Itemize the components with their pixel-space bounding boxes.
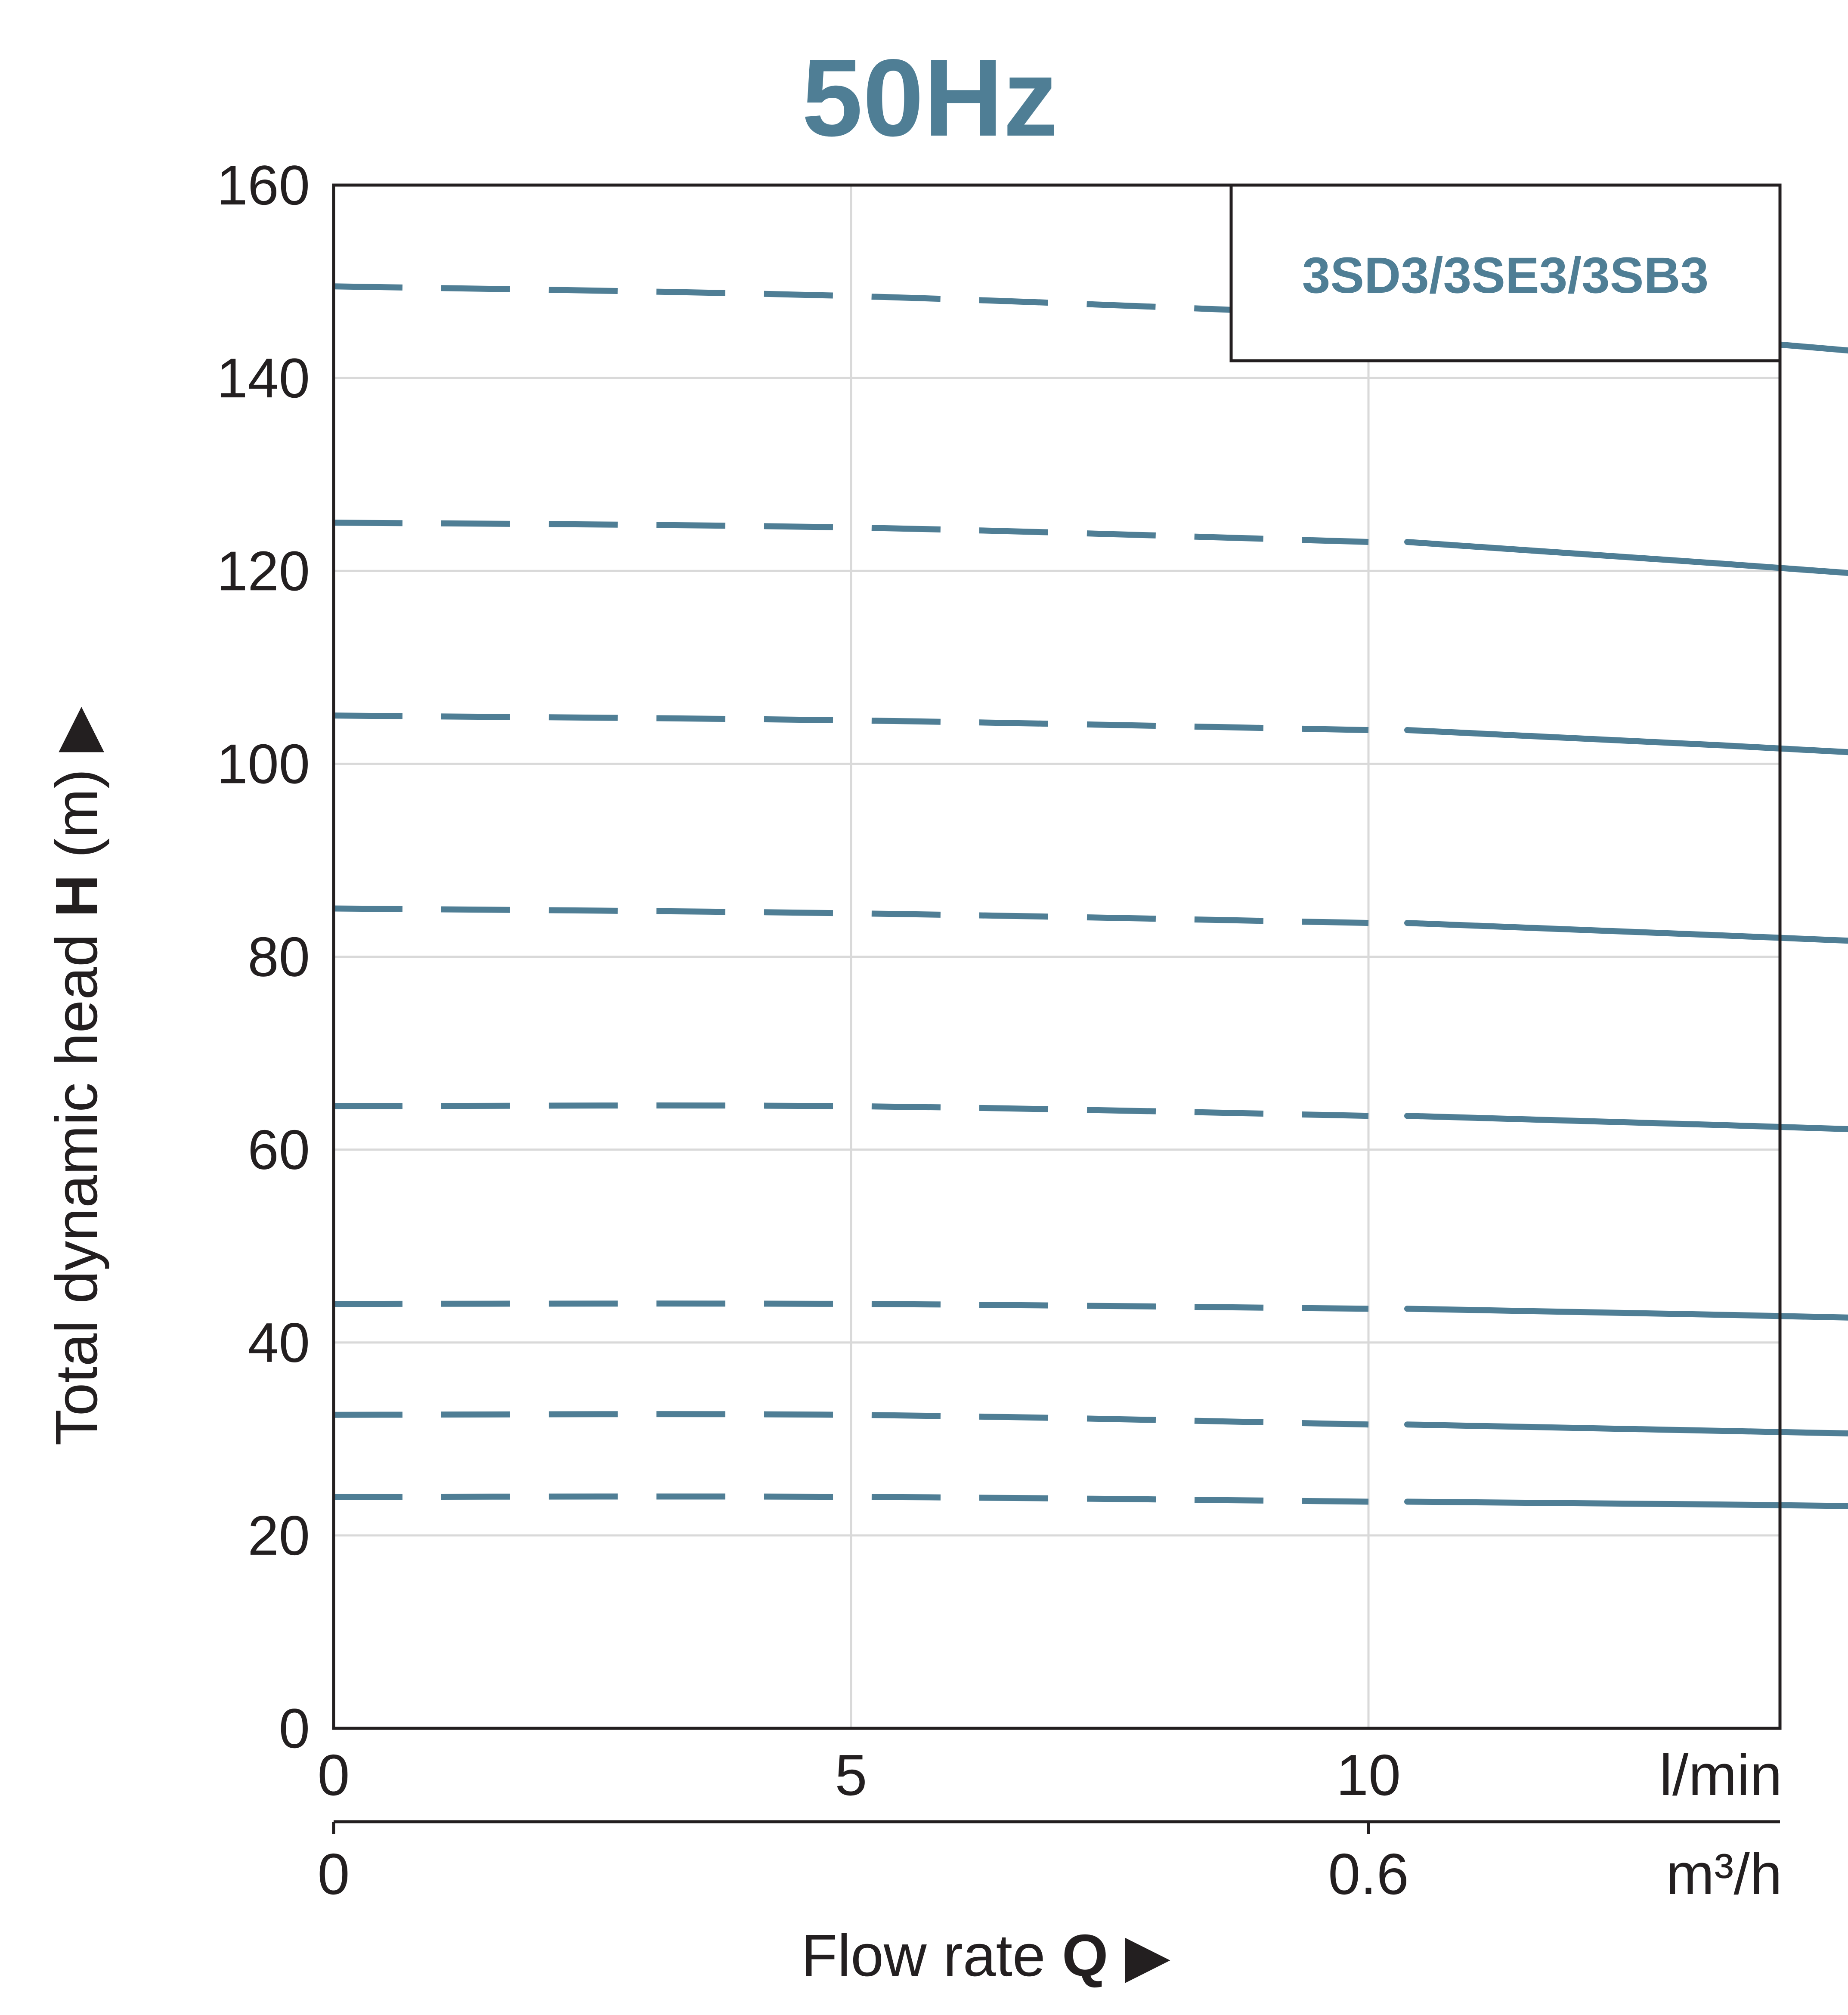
x-tick-label-m3h: 0 — [317, 1842, 350, 1907]
curve-dashed-segment — [333, 520, 1369, 545]
x-axis-title: Flow rate Q ▶ — [801, 1922, 1170, 1989]
curve-series — [333, 1493, 1848, 1509]
curve-dashed-segment — [333, 712, 1369, 733]
curve-dashed-segment — [333, 1300, 1369, 1312]
curve-series — [333, 712, 1848, 755]
chart-title: 50Hz — [802, 37, 1058, 159]
x-axis-title-bold: Q — [1062, 1922, 1108, 1989]
x-tick-label: 0 — [317, 1743, 350, 1808]
x-unit-lmin: l/min — [1659, 1743, 1782, 1808]
grid — [334, 185, 1780, 1728]
x-axis-title-prefix: Flow rate — [801, 1922, 1062, 1989]
plot-frame — [332, 183, 1782, 1730]
curve-dashed-segment — [333, 1102, 1369, 1119]
curve-series — [333, 1102, 1848, 1132]
x-tick-label: 10 — [1336, 1743, 1401, 1808]
y-tick-label: 140 — [217, 347, 310, 409]
curve-series — [333, 520, 1848, 576]
curve-series — [333, 1411, 1848, 1436]
x-axis-title-suffix: ▶ — [1108, 1922, 1170, 1989]
legend-frame — [1229, 183, 1782, 362]
x-tick-labels-lmin: 051015202530354045505560 — [317, 1743, 1401, 1808]
legend-box: 3SD3/3SE3/3SB3 — [1229, 183, 1782, 362]
y-tick-label: 100 — [217, 732, 310, 795]
curve-series — [333, 905, 1848, 944]
y-tick-labels: 0 20 40 60 80 100 120 140 160 — [217, 154, 310, 1760]
x-unit-m3h: m³/h — [1666, 1842, 1782, 1907]
y-tick-label: 60 — [248, 1118, 310, 1181]
y-tick-label: 40 — [248, 1311, 310, 1374]
x-tick-label-m3h: 0.6 — [1328, 1842, 1409, 1907]
secondary-x-axis: 00.61.21.82.433.6 — [317, 1820, 1780, 1907]
legend-text: 3SD3/3SE3/3SB3 — [1302, 247, 1709, 304]
y-tick-label: 160 — [217, 154, 310, 217]
y-tick-label: 80 — [248, 925, 310, 988]
y-tick-label: 20 — [248, 1504, 310, 1567]
curve-dashed-segment — [333, 905, 1369, 926]
y-tick-label: 120 — [217, 539, 310, 602]
x-tick-label: 5 — [835, 1743, 867, 1808]
y-axis-title: Total dynamic head H (m) ▶ — [43, 707, 110, 1446]
y-tick-label: 0 — [279, 1697, 310, 1760]
curve-dashed-segment — [333, 1411, 1369, 1428]
y-axis-title-prefix: Total dynamic head — [43, 917, 110, 1445]
y-axis-title-suffix: (m) ▶ — [43, 707, 110, 875]
curve-dashed-segment — [333, 1493, 1369, 1505]
curve-series — [333, 1300, 1848, 1321]
y-axis-title-bold: H — [43, 874, 110, 917]
